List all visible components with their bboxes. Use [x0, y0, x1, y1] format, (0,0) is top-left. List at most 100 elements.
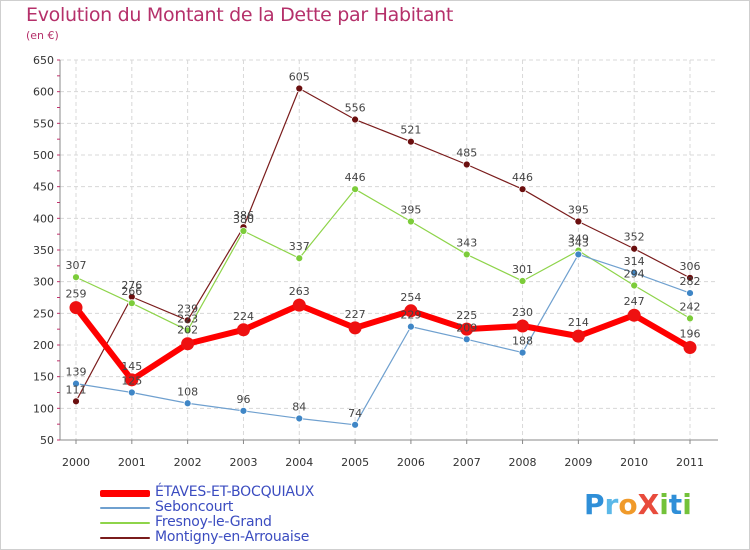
y-tick-label: 600 — [33, 86, 54, 99]
data-point-fresnoy-le-grand — [239, 227, 248, 235]
x-tick-label: 2007 — [453, 456, 481, 469]
data-label-montigny-en-arrouaise: 395 — [568, 204, 589, 217]
legend-label-seboncourt: Seboncourt — [155, 499, 234, 515]
data-point-seboncourt — [239, 406, 248, 415]
data-label--taves-et-bocquiaux: 202 — [177, 324, 198, 337]
data-label--taves-et-bocquiaux: 214 — [568, 316, 589, 329]
data-point-montigny-en-arrouaise — [407, 137, 415, 146]
data-point-fresnoy-le-grand — [183, 326, 192, 335]
legend-label-etaves: ÉTAVES-ET-BOCQUIAUX — [155, 484, 315, 500]
x-tick-label: 2004 — [285, 456, 313, 469]
data-label-fresnoy-le-grand: 223 — [177, 312, 198, 325]
data-point--taves-et-bocquiaux — [125, 373, 139, 387]
series-line-fresnoy-le-grand — [75, 188, 691, 332]
data-point-fresnoy-le-grand — [295, 254, 304, 263]
x-tick-label: 2011 — [676, 456, 704, 469]
logo-letter: o — [618, 488, 638, 521]
data-point-fresnoy-le-grand — [686, 314, 694, 323]
data-label-fresnoy-le-grand: 349 — [568, 233, 589, 246]
y-tick-label: 300 — [33, 276, 54, 289]
data-label-montigny-en-arrouaise: 485 — [456, 147, 477, 160]
data-point-fresnoy-le-grand — [518, 277, 527, 285]
data-label-fresnoy-le-grand: 446 — [345, 171, 366, 184]
data-point-seboncourt — [630, 268, 639, 277]
data-point-fresnoy-le-grand — [351, 185, 359, 194]
x-tick-label: 2008 — [509, 456, 537, 469]
data-point-fresnoy-le-grand — [72, 273, 80, 282]
y-tick-label: 500 — [33, 149, 54, 162]
data-label-fresnoy-le-grand: 242 — [680, 300, 701, 313]
data-label-seboncourt: 343 — [568, 236, 589, 249]
legend-swatch-seboncourt — [100, 507, 150, 509]
data-label-seboncourt: 125 — [121, 375, 142, 388]
x-tick-label: 2003 — [229, 456, 257, 469]
data-label-montigny-en-arrouaise: 111 — [66, 383, 87, 396]
x-tick-label: 2000 — [62, 456, 90, 469]
data-label-montigny-en-arrouaise: 446 — [512, 171, 533, 184]
data-point-fresnoy-le-grand — [127, 299, 136, 308]
data-point-seboncourt — [518, 348, 527, 357]
data-point-montigny-en-arrouaise — [295, 84, 304, 93]
data-label-seboncourt: 229 — [400, 309, 421, 322]
y-tick-label: 100 — [33, 402, 54, 415]
data-point-seboncourt — [407, 322, 415, 331]
data-label-fresnoy-le-grand: 307 — [66, 259, 87, 272]
y-tick-label: 50 — [40, 434, 54, 447]
legend-swatch-fresnoy — [100, 522, 150, 524]
x-tick-label: 2010 — [620, 456, 648, 469]
data-label-fresnoy-le-grand: 294 — [624, 267, 645, 280]
data-label--taves-et-bocquiaux: 263 — [289, 285, 310, 298]
data-point-fresnoy-le-grand — [462, 250, 471, 259]
data-label-montigny-en-arrouaise: 352 — [624, 231, 645, 244]
data-label--taves-et-bocquiaux: 196 — [680, 328, 701, 341]
data-label-montigny-en-arrouaise: 386 — [233, 209, 254, 222]
data-label-seboncourt: 314 — [624, 255, 645, 268]
data-point--taves-et-bocquiaux — [348, 321, 362, 335]
chart-subtitle: (en €) — [26, 29, 59, 42]
data-label-seboncourt: 108 — [177, 385, 198, 398]
data-label-montigny-en-arrouaise: 239 — [177, 302, 198, 315]
data-point--taves-et-bocquiaux — [627, 308, 641, 322]
series-line--taves-et-bocquiaux — [73, 302, 693, 383]
data-point-montigny-en-arrouaise — [462, 160, 471, 169]
y-tick-label: 250 — [33, 307, 54, 320]
data-label-seboncourt: 96 — [236, 393, 250, 406]
data-point--taves-et-bocquiaux — [460, 322, 474, 336]
logo-letter: r — [604, 488, 619, 521]
data-label--taves-et-bocquiaux: 224 — [233, 310, 254, 323]
data-label--taves-et-bocquiaux: 254 — [400, 291, 421, 304]
data-point--taves-et-bocquiaux — [69, 301, 83, 315]
data-label-fresnoy-le-grand: 337 — [289, 240, 310, 253]
y-tick-label: 400 — [33, 212, 54, 225]
x-tick-label: 2001 — [118, 456, 146, 469]
data-point-seboncourt — [127, 388, 136, 397]
data-point--taves-et-bocquiaux — [404, 304, 418, 318]
data-point-seboncourt — [574, 250, 583, 259]
data-point--taves-et-bocquiaux — [571, 329, 585, 343]
legend-label-fresnoy: Fresnoy-le-Grand — [155, 514, 272, 530]
data-label--taves-et-bocquiaux: 225 — [456, 309, 477, 322]
logo-letter: X — [637, 488, 660, 521]
data-point-fresnoy-le-grand — [407, 217, 415, 226]
x-tick-label: 2002 — [174, 456, 202, 469]
y-tick-label: 450 — [33, 181, 54, 194]
data-point-montigny-en-arrouaise — [630, 244, 639, 253]
data-label-seboncourt: 74 — [348, 407, 362, 420]
logo-letter: P — [584, 488, 605, 521]
series-line-montigny-en-arrouaise — [75, 87, 691, 402]
y-tick-label: 650 — [33, 54, 54, 67]
x-tick-label: 2009 — [564, 456, 592, 469]
chart-title: Evolution du Montant de la Dette par Hab… — [26, 4, 454, 26]
series-line-seboncourt — [75, 253, 691, 426]
data-label-montigny-en-arrouaise: 521 — [400, 124, 421, 137]
data-label-seboncourt: 282 — [680, 275, 701, 288]
data-point-montigny-en-arrouaise — [686, 273, 694, 282]
logo-letter: t — [668, 488, 683, 521]
data-label-seboncourt: 139 — [66, 366, 87, 379]
x-tick-label: 2005 — [341, 456, 369, 469]
data-point--taves-et-bocquiaux — [516, 319, 530, 333]
legend-label-montigny: Montigny-en-Arrouaise — [155, 529, 310, 545]
data-point-montigny-en-arrouaise — [518, 185, 527, 194]
data-label-montigny-en-arrouaise: 306 — [680, 260, 701, 273]
